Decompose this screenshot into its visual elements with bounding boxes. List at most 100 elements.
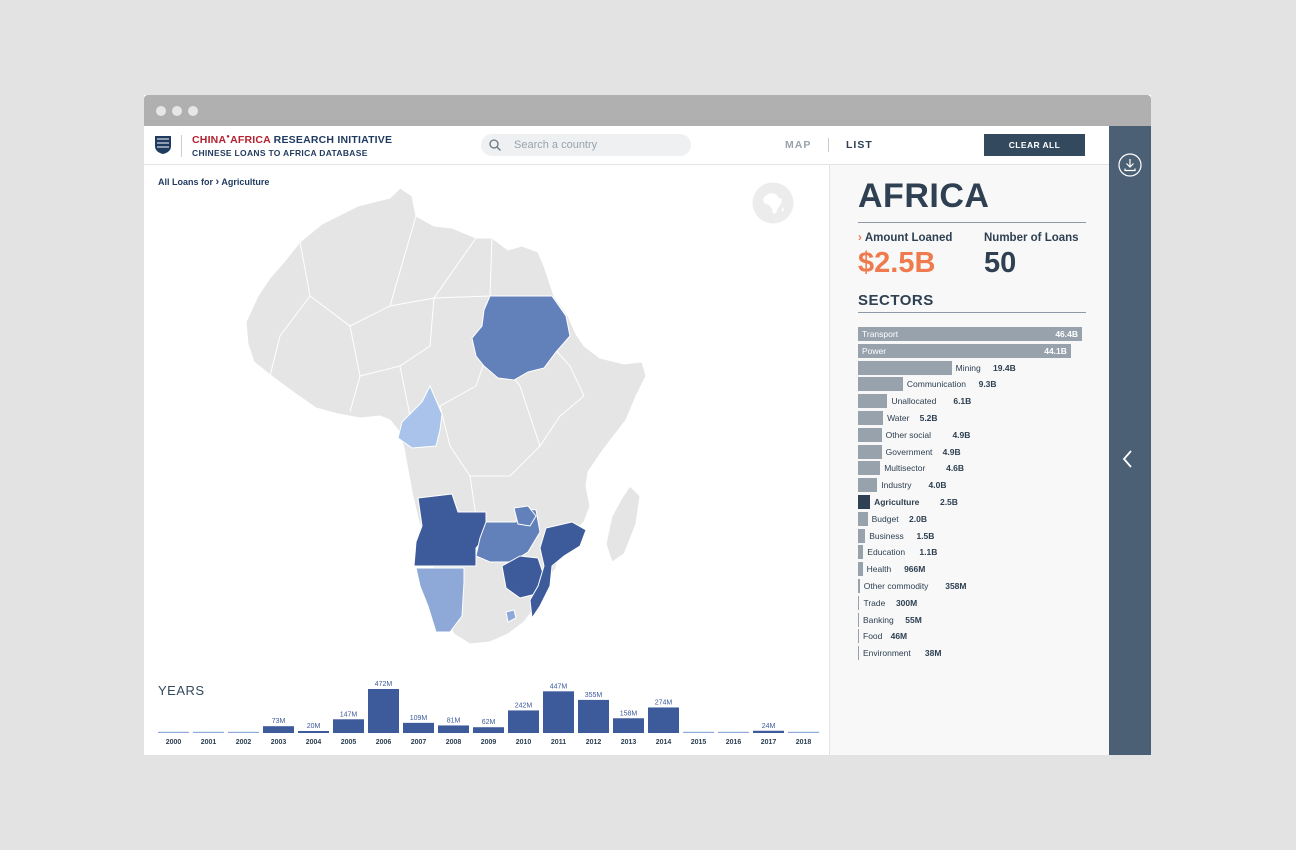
years-bar-chart[interactable]: 2000 2001 2002 73M 2003 20M 2004 147M 2005 472M 20… <box>156 674 820 752</box>
africa-map[interactable] <box>240 186 660 656</box>
browser-window: CHINA●AFRICA RESEARCH INITIATIVE CHINESE… <box>144 95 1151 755</box>
sector-row[interactable]: Trade 300M <box>858 595 1098 610</box>
sector-row[interactable]: Transport 46.4B <box>858 327 1098 341</box>
years-title: YEARS <box>158 683 205 698</box>
sector-row[interactable]: Banking 55M <box>858 612 1098 627</box>
brand-title[interactable]: CHINA●AFRICA RESEARCH INITIATIVE <box>192 134 392 146</box>
sector-bar <box>858 343 1071 358</box>
sector-name: Environment <box>863 648 911 659</box>
sector-name: Power <box>862 345 887 356</box>
year-bar[interactable] <box>263 726 294 733</box>
year-value-label: 147M <box>340 711 358 718</box>
logo-divider <box>181 135 182 157</box>
sector-value: 2.0B <box>909 513 928 524</box>
sector-row[interactable]: Power 44.1B <box>858 343 1098 358</box>
sector-bar <box>858 579 860 593</box>
year-bar[interactable] <box>438 725 469 733</box>
year-bar[interactable] <box>368 689 399 733</box>
sector-bar <box>858 562 863 577</box>
year-bar[interactable] <box>543 691 574 733</box>
sector-bar <box>858 629 859 644</box>
sector-bar <box>858 511 868 526</box>
brand-research: RESEARCH INITIATIVE <box>270 134 393 146</box>
amount-loaned-label[interactable]: › Amount Loaned <box>858 232 952 244</box>
window-maximize-dot[interactable] <box>188 106 198 116</box>
year-bar[interactable] <box>228 731 259 733</box>
clear-all-button[interactable]: CLEAR ALL <box>984 134 1085 156</box>
sector-bar <box>858 495 871 509</box>
map-country-malawi-region[interactable] <box>513 505 537 527</box>
year-bar[interactable] <box>193 731 224 733</box>
sector-row[interactable]: Communication 9.3B <box>858 377 1098 392</box>
download-icon[interactable] <box>1118 153 1142 177</box>
sector-row[interactable]: Multisector 4.6B <box>858 461 1098 476</box>
sector-row[interactable]: Other commodity 358M <box>858 579 1098 593</box>
sector-row[interactable]: Water 5.2B <box>858 411 1098 425</box>
sector-row[interactable]: Mining 19.4B <box>858 360 1098 375</box>
sector-value: 1.5B <box>916 530 935 541</box>
sector-row[interactable]: Business 1.5B <box>858 528 1098 543</box>
sais-shield-logo-icon[interactable] <box>154 135 172 155</box>
map-country-namibia[interactable] <box>415 567 465 633</box>
year-bar[interactable] <box>333 719 364 733</box>
year-bar[interactable] <box>683 731 714 733</box>
globe-icon[interactable] <box>752 182 794 224</box>
sector-row[interactable]: Food 46M <box>858 629 1098 644</box>
sector-name: Mining <box>955 362 981 373</box>
sector-bar <box>858 478 878 493</box>
breadcrumb-separator: › <box>215 176 220 188</box>
sector-row[interactable]: Environment 38M <box>858 646 1098 661</box>
breadcrumb-current: Agriculture <box>221 177 270 187</box>
nav-list-tab[interactable]: LIST <box>846 139 873 151</box>
sector-value: 5.2B <box>919 413 938 423</box>
sector-row[interactable]: Education 1.1B <box>858 545 1098 560</box>
search-input[interactable] <box>514 137 684 153</box>
nav-map-tab[interactable]: MAP <box>785 139 812 151</box>
window-close-dot[interactable] <box>156 106 166 116</box>
window-minimize-dot[interactable] <box>172 106 182 116</box>
year-bar[interactable] <box>788 731 819 733</box>
map-country-mozambique[interactable] <box>529 521 587 620</box>
year-bar[interactable] <box>508 710 539 733</box>
sector-row[interactable]: Agriculture 2.5B <box>858 495 1098 509</box>
sector-bar <box>858 595 860 610</box>
year-bar[interactable] <box>158 731 189 733</box>
year-tick-label: 2004 <box>306 739 322 746</box>
year-value-label: 109M <box>410 715 428 722</box>
sector-bar <box>858 528 866 543</box>
sectors-title: SECTORS <box>858 292 934 309</box>
map-country-cameroon[interactable] <box>397 384 443 449</box>
year-bar[interactable] <box>753 730 784 733</box>
year-bar[interactable] <box>613 718 644 733</box>
year-bar[interactable] <box>298 731 329 733</box>
number-of-loans-value: 50 <box>984 247 1017 279</box>
sector-bar <box>858 327 1082 341</box>
year-bar[interactable] <box>718 731 749 733</box>
map-country-angola[interactable] <box>413 493 487 567</box>
sector-row[interactable]: Other social 4.9B <box>858 427 1098 442</box>
chevron-left-icon[interactable] <box>1121 448 1135 470</box>
year-value-label: 62M <box>482 719 496 726</box>
year-bar[interactable] <box>648 707 679 733</box>
sector-bar <box>858 360 952 375</box>
map-country-sudan[interactable] <box>471 295 571 381</box>
sector-row[interactable]: Budget 2.0B <box>858 511 1098 526</box>
year-tick-label: 2016 <box>726 739 742 746</box>
sector-row[interactable]: Unallocated 6.1B <box>858 394 1098 409</box>
year-tick-label: 2009 <box>481 739 497 746</box>
sector-value: 300M <box>895 597 918 608</box>
sector-row[interactable]: Government 4.9B <box>858 444 1098 459</box>
region-title: AFRICA <box>858 177 990 215</box>
region-rule <box>858 222 1086 223</box>
year-bar[interactable] <box>403 722 434 733</box>
breadcrumb-prefix[interactable]: All Loans for <box>158 177 214 187</box>
year-bar[interactable] <box>473 727 504 733</box>
sector-row[interactable]: Health 966M <box>858 562 1098 577</box>
sector-row[interactable]: Industry 4.0B <box>858 478 1098 493</box>
year-bar[interactable] <box>578 699 609 733</box>
year-tick-label: 2018 <box>796 739 812 746</box>
map-country-swaziland[interactable] <box>505 609 517 623</box>
number-of-loans-label[interactable]: Number of Loans <box>984 232 1079 244</box>
search-box[interactable] <box>481 134 691 156</box>
sector-value: 38M <box>924 648 942 659</box>
